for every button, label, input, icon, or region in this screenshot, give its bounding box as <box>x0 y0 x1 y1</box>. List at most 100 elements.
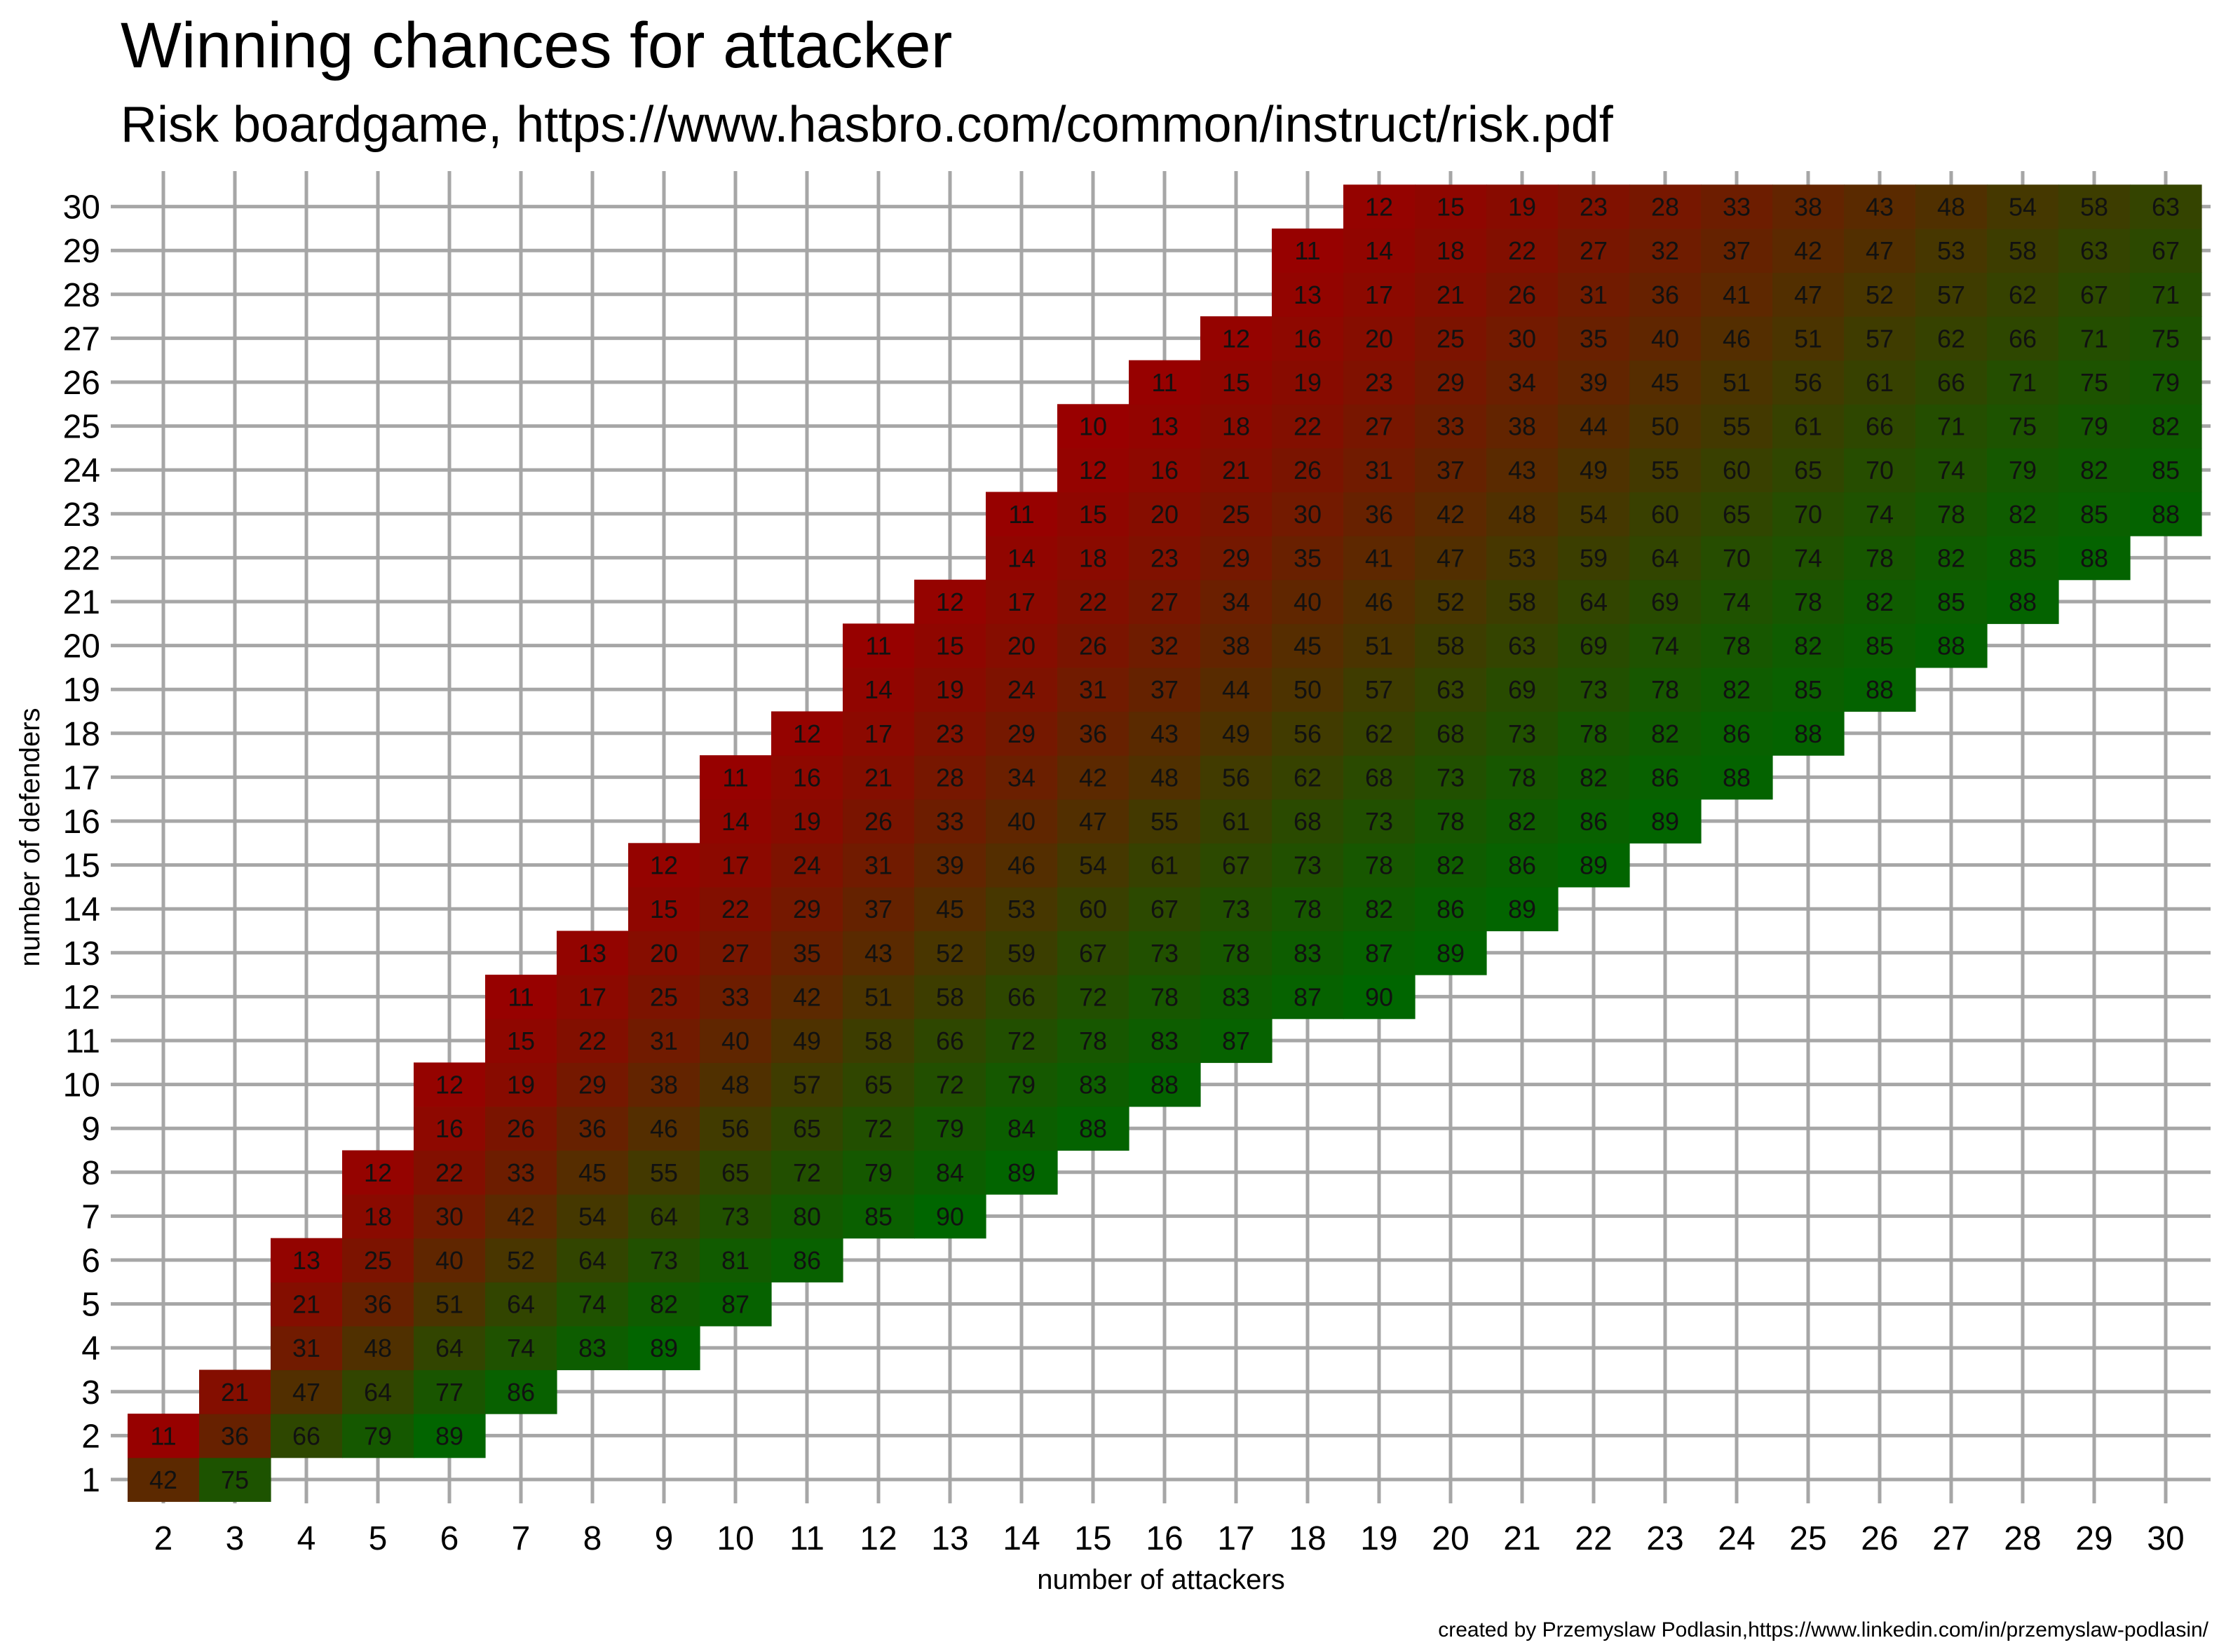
cell-5-2 <box>342 1414 414 1458</box>
cell-label-10-6: 81 <box>721 1246 749 1275</box>
cell-12-17 <box>843 755 915 800</box>
cell-label-28-25: 75 <box>2009 412 2037 441</box>
cell-label-26-22: 78 <box>1866 543 1894 572</box>
cell-label-18-29: 11 <box>1294 236 1320 265</box>
cell-26-24 <box>1844 447 1916 493</box>
cell-10-7 <box>700 1194 772 1239</box>
y-tick-18: 18 <box>63 716 100 753</box>
cell-20-13 <box>1415 930 1487 975</box>
cell-label-6-7: 30 <box>435 1202 463 1231</box>
cell-label-18-19: 50 <box>1294 675 1322 704</box>
cell-13-15 <box>914 843 986 888</box>
cell-22-26 <box>1558 360 1630 405</box>
cell-17-21 <box>1200 579 1273 624</box>
cell-label-23-22: 64 <box>1651 543 1679 572</box>
cell-21-24 <box>1486 447 1559 493</box>
cell-label-15-13: 67 <box>1079 939 1107 968</box>
cell-25-24 <box>1772 447 1845 493</box>
cell-27-23 <box>1915 492 1988 536</box>
cell-17-19 <box>1200 667 1273 712</box>
cell-7-10 <box>485 1062 557 1107</box>
x-tick-19: 19 <box>1360 1520 1397 1557</box>
cell-label-21-19: 69 <box>1508 675 1536 704</box>
cell-label-23-16: 89 <box>1651 807 1679 836</box>
cell-6-7 <box>414 1194 486 1239</box>
cell-8-5 <box>557 1282 629 1327</box>
cell-7-6 <box>485 1238 557 1282</box>
cell-label-10-7: 73 <box>721 1202 749 1231</box>
cell-6-5 <box>414 1282 486 1327</box>
cell-label-12-8: 79 <box>864 1158 893 1187</box>
y-tick-5: 5 <box>81 1287 100 1324</box>
cell-label-26-19: 88 <box>1866 675 1894 704</box>
cell-label-16-12: 78 <box>1151 982 1179 1011</box>
cell-label-21-28: 26 <box>1508 280 1536 309</box>
cell-17-13 <box>1200 930 1273 975</box>
cell-29-28 <box>2058 272 2131 317</box>
cell-30-25 <box>2130 404 2202 449</box>
cell-24-22 <box>1701 536 1773 581</box>
cell-28-30 <box>1987 184 2059 229</box>
cell-label-16-15: 61 <box>1151 851 1179 880</box>
cell-label-7-6: 52 <box>507 1246 535 1275</box>
cell-label-8-5: 74 <box>578 1290 606 1319</box>
cell-18-19 <box>1272 667 1344 712</box>
cell-24-27 <box>1701 316 1773 361</box>
cell-15-17 <box>1057 755 1129 800</box>
cell-label-8-4: 83 <box>578 1334 606 1362</box>
cell-label-14-18: 29 <box>1007 719 1036 748</box>
cell-8-7 <box>557 1194 629 1239</box>
cell-label-26-20: 85 <box>1866 632 1894 661</box>
cell-label-29-23: 85 <box>2080 500 2108 529</box>
cell-label-26-30: 43 <box>1866 193 1894 222</box>
cell-27-26 <box>1915 360 1988 405</box>
cell-20-30 <box>1415 184 1487 229</box>
cell-label-25-29: 42 <box>1794 236 1822 265</box>
cell-label-19-30: 12 <box>1365 193 1393 222</box>
cell-label-21-16: 82 <box>1508 807 1536 836</box>
cell-label-12-13: 43 <box>864 939 893 968</box>
cell-label-19-15: 78 <box>1365 851 1393 880</box>
heatmap-cells <box>128 184 2202 1502</box>
cell-18-13 <box>1272 930 1344 975</box>
x-tick-29: 29 <box>2075 1520 2112 1557</box>
cell-label-12-17: 21 <box>864 763 893 792</box>
cell-28-28 <box>1987 272 2059 317</box>
cell-5-6 <box>342 1238 414 1282</box>
cell-label-11-6: 86 <box>793 1246 821 1275</box>
cell-19-12 <box>1343 975 1416 1020</box>
cell-6-8 <box>414 1150 486 1195</box>
cell-25-21 <box>1772 579 1845 624</box>
cell-29-29 <box>2058 228 2131 273</box>
cell-label-14-10: 79 <box>1007 1071 1036 1099</box>
cell-label-20-23: 42 <box>1437 500 1465 529</box>
cell-28-22 <box>1987 536 2059 581</box>
cell-10-17 <box>700 755 772 800</box>
cell-10-6 <box>700 1238 772 1282</box>
cell-label-22-15: 89 <box>1580 851 1608 880</box>
cell-label-19-23: 36 <box>1365 500 1393 529</box>
cell-24-29 <box>1701 228 1773 273</box>
cell-label-13-12: 58 <box>936 982 964 1011</box>
cell-15-13 <box>1057 930 1129 975</box>
cell-label-19-29: 14 <box>1365 236 1393 265</box>
cell-label-19-22: 41 <box>1365 543 1393 572</box>
y-tick-29: 29 <box>63 233 100 270</box>
y-tick-21: 21 <box>63 584 100 621</box>
cell-label-15-17: 42 <box>1079 763 1107 792</box>
cell-25-23 <box>1772 492 1845 536</box>
cell-15-23 <box>1057 492 1129 536</box>
cell-label-12-19: 14 <box>864 675 893 704</box>
cell-23-20 <box>1629 623 1702 668</box>
cell-label-4-6: 13 <box>292 1246 320 1275</box>
cell-label-28-21: 88 <box>2009 588 2037 616</box>
cell-23-29 <box>1629 228 1702 273</box>
cell-24-23 <box>1701 492 1773 536</box>
cell-label-16-23: 20 <box>1151 500 1179 529</box>
cell-label-13-20: 15 <box>936 632 964 661</box>
cell-label-30-29: 67 <box>2152 236 2180 265</box>
cell-20-16 <box>1415 799 1487 844</box>
cell-label-3-3: 21 <box>221 1378 249 1407</box>
cell-label-24-18: 86 <box>1723 719 1751 748</box>
cell-30-27 <box>2130 316 2202 361</box>
